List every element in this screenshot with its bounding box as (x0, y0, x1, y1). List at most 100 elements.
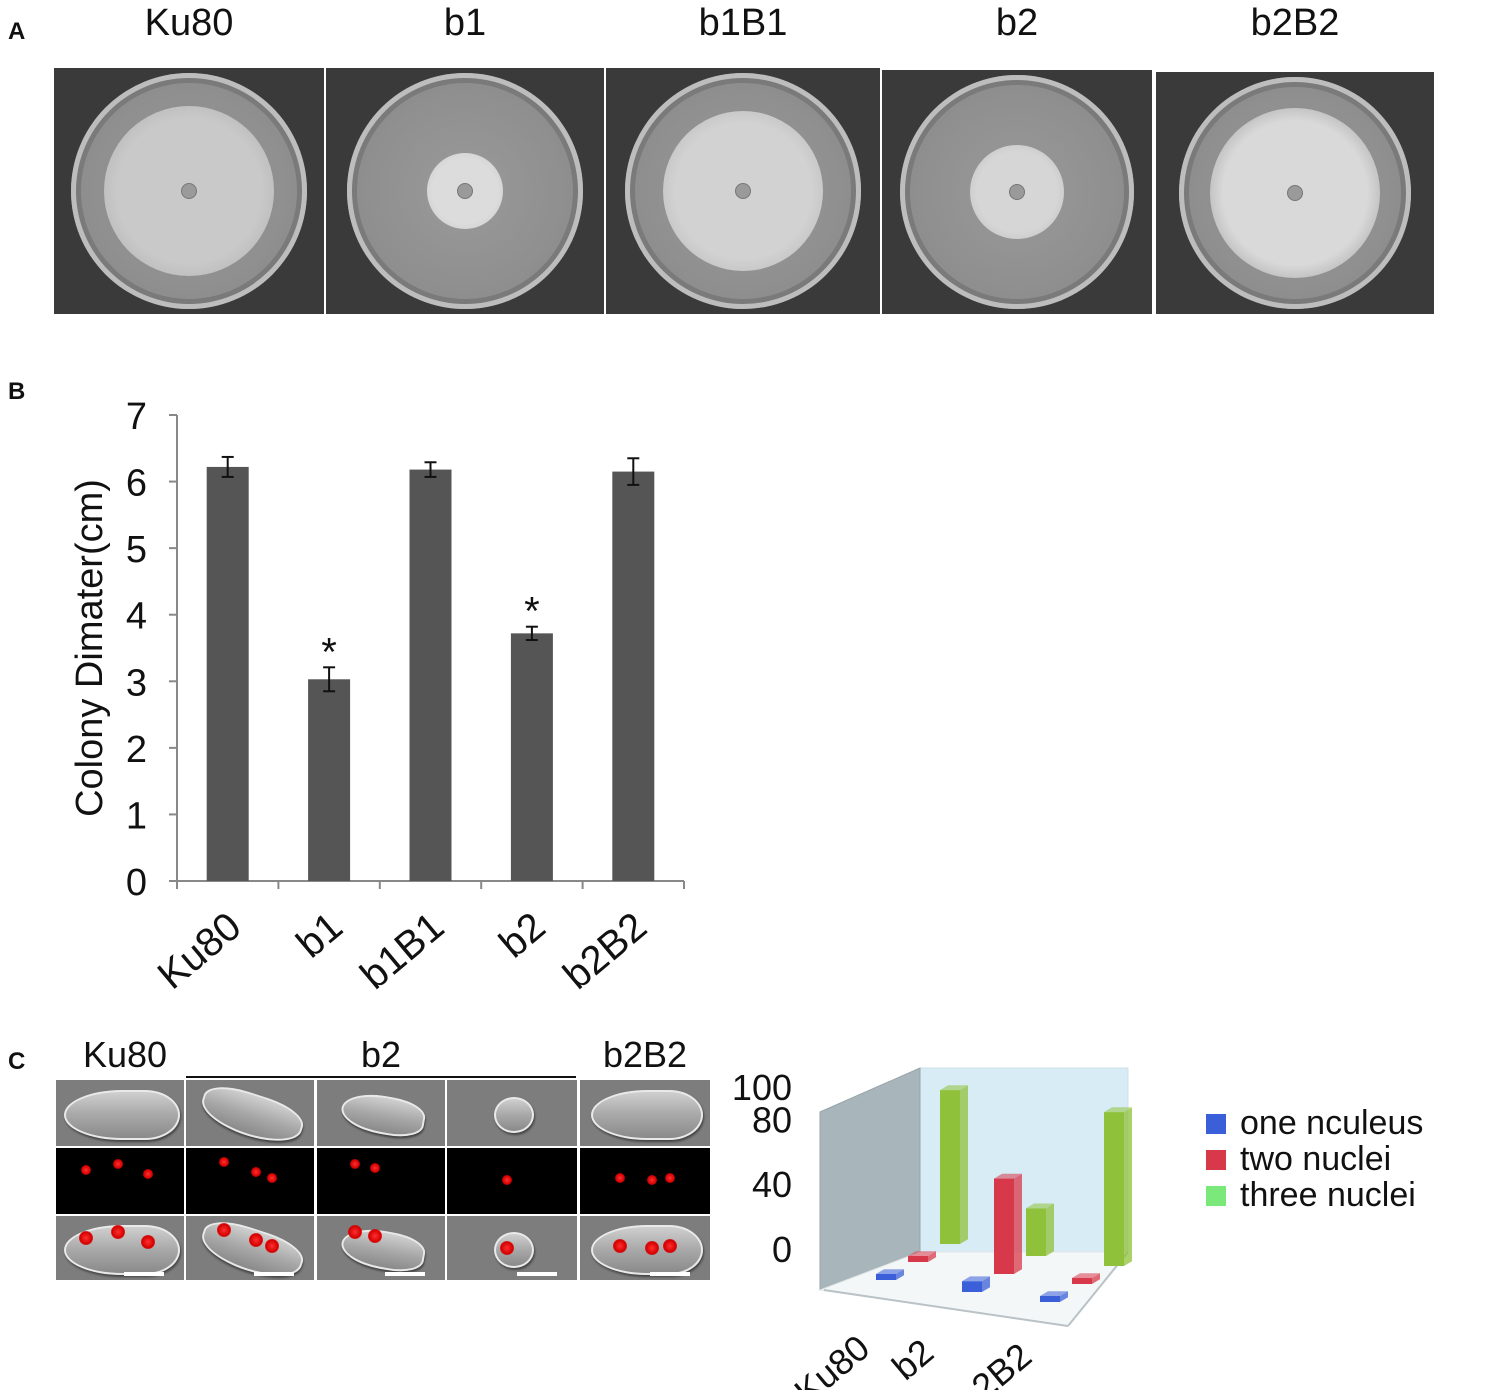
nucleus-spot (613, 1239, 627, 1253)
legend-item-one-nucleus: one nculeus (1206, 1104, 1423, 1143)
scale-bar (124, 1272, 164, 1276)
label-ku80-column: Ku80 (82, 1034, 168, 1075)
scale-bar (254, 1272, 294, 1276)
colony-center (735, 183, 751, 199)
bar3d-ku80-1-side (928, 1251, 936, 1262)
nucleus-spot (217, 1223, 231, 1237)
x-tick-label: b2B2 (555, 904, 655, 998)
conidium-cell (196, 1216, 308, 1280)
x-tick-label: b2 (491, 904, 553, 966)
category-label: b2B2 (948, 1335, 1039, 1390)
scale-bar (385, 1272, 425, 1276)
nucleus-spot (663, 1239, 677, 1253)
x-tick-label: Ku80 (150, 904, 250, 998)
conidium-cell (338, 1088, 428, 1142)
nucleus-spot (111, 1225, 125, 1239)
bar3d-ku80-0-top (876, 1269, 904, 1274)
bar3d-b2-2 (1026, 1208, 1046, 1256)
dic-image (186, 1080, 314, 1146)
y-tick-label: 2 (126, 729, 147, 771)
fluorescence-image (56, 1148, 184, 1214)
nucleus-spot (665, 1173, 675, 1183)
dic-image (580, 1216, 710, 1280)
nucleus-spot (502, 1175, 512, 1185)
scale-bar (517, 1272, 557, 1276)
petri-dish (900, 75, 1134, 309)
nucleus-spot (249, 1233, 263, 1247)
plate-label: b1B1 (698, 2, 788, 44)
nucleus-spot (267, 1173, 277, 1183)
category-label: Ku80 (786, 1327, 877, 1390)
conidium-cell (591, 1090, 703, 1140)
colony-center (457, 183, 473, 199)
colony-center (181, 183, 197, 199)
legend-swatch-blue (1206, 1113, 1226, 1134)
nucleus-spot (500, 1241, 514, 1255)
plate-photo (882, 70, 1152, 314)
y-tick-label: 4 (126, 596, 147, 638)
nucleus-spot (265, 1239, 279, 1253)
label-b2-columns: b2 (360, 1034, 402, 1075)
conidium-cell (64, 1090, 180, 1140)
z-tick-label: 80 (752, 1099, 792, 1140)
bar3d-b2b2-2-top (1104, 1107, 1132, 1113)
bar3d-b2b2-1-side (1092, 1273, 1100, 1284)
b2-group-line (186, 1076, 576, 1078)
y-tick-label: 3 (126, 662, 147, 704)
nucleus-spot (647, 1175, 657, 1185)
floor-front-edge (823, 1289, 1069, 1327)
category-label: b2 (884, 1331, 941, 1388)
bar3d-b2b2-1-top (1072, 1273, 1100, 1278)
bar3d-ku80-2-side (960, 1085, 968, 1244)
bar-b1 (308, 679, 351, 881)
plate-photo (1156, 72, 1434, 314)
panel-label-a: A (8, 18, 26, 45)
fluorescence-image (447, 1148, 577, 1214)
legend-item-two-nuclei: two nuclei (1206, 1140, 1391, 1179)
bar-b2b2 (612, 471, 655, 881)
bar3d-ku80-2-top (940, 1085, 968, 1091)
bar-b1b1 (409, 469, 452, 881)
bar3d-b2b2-0 (1040, 1296, 1060, 1302)
legend: one nculeus two nuclei three nuclei (1206, 1104, 1486, 1224)
conidium-cell (196, 1080, 308, 1146)
legend-label-one-nucleus: one nculeus (1240, 1104, 1424, 1142)
fluorescence-image (580, 1148, 710, 1214)
colony-diameter-bar-chart: 0 1 2 3 4 5 6 7 Colony Dimater(cm) Ku80 * b1 b1B1 * b2… (69, 396, 685, 998)
bar3d-b2-2-side (1046, 1203, 1054, 1256)
dic-image (56, 1216, 184, 1280)
x-tick-label: b1 (289, 904, 351, 966)
bar3d-b2-1 (994, 1178, 1014, 1274)
legend-label-three-nuclei: three nuclei (1240, 1176, 1416, 1214)
y-tick-label: 5 (126, 529, 147, 571)
plate-label: Ku80 (144, 2, 234, 44)
y-tick-label: 7 (126, 396, 147, 438)
nucleus-spot (350, 1159, 360, 1169)
bar3d-b2b2-2-side (1124, 1107, 1132, 1266)
nucleus-spot (348, 1225, 362, 1239)
bar3d-b2-2-top (1026, 1203, 1054, 1209)
bar3d-b2-0-side (982, 1276, 990, 1292)
bar3d-ku80-1 (908, 1256, 928, 1262)
nucleus-spot (79, 1231, 93, 1245)
bar3d-b2b2-1 (1072, 1278, 1092, 1284)
dic-image (447, 1216, 577, 1280)
nucleus-spot (615, 1173, 625, 1183)
label-b2b2-column: b2B2 (602, 1034, 688, 1075)
plate-photo (606, 68, 880, 314)
petri-dish (625, 73, 861, 309)
plate-label: b1 (443, 2, 487, 44)
nucleus-spot (143, 1169, 153, 1179)
y-axis-label: Colony Dimater(cm) (69, 479, 111, 817)
dic-image (447, 1080, 577, 1146)
z-tick-label: 40 (752, 1164, 792, 1205)
nucleus-spot (113, 1159, 123, 1169)
scale-bar (650, 1272, 690, 1276)
petri-dish (347, 73, 583, 309)
dic-image (317, 1080, 445, 1146)
plate-label: b2B2 (1250, 2, 1340, 44)
fluorescence-image (317, 1148, 445, 1214)
x-tick-label: b1B1 (352, 904, 452, 998)
bar3d-b2-0-top (962, 1276, 990, 1282)
